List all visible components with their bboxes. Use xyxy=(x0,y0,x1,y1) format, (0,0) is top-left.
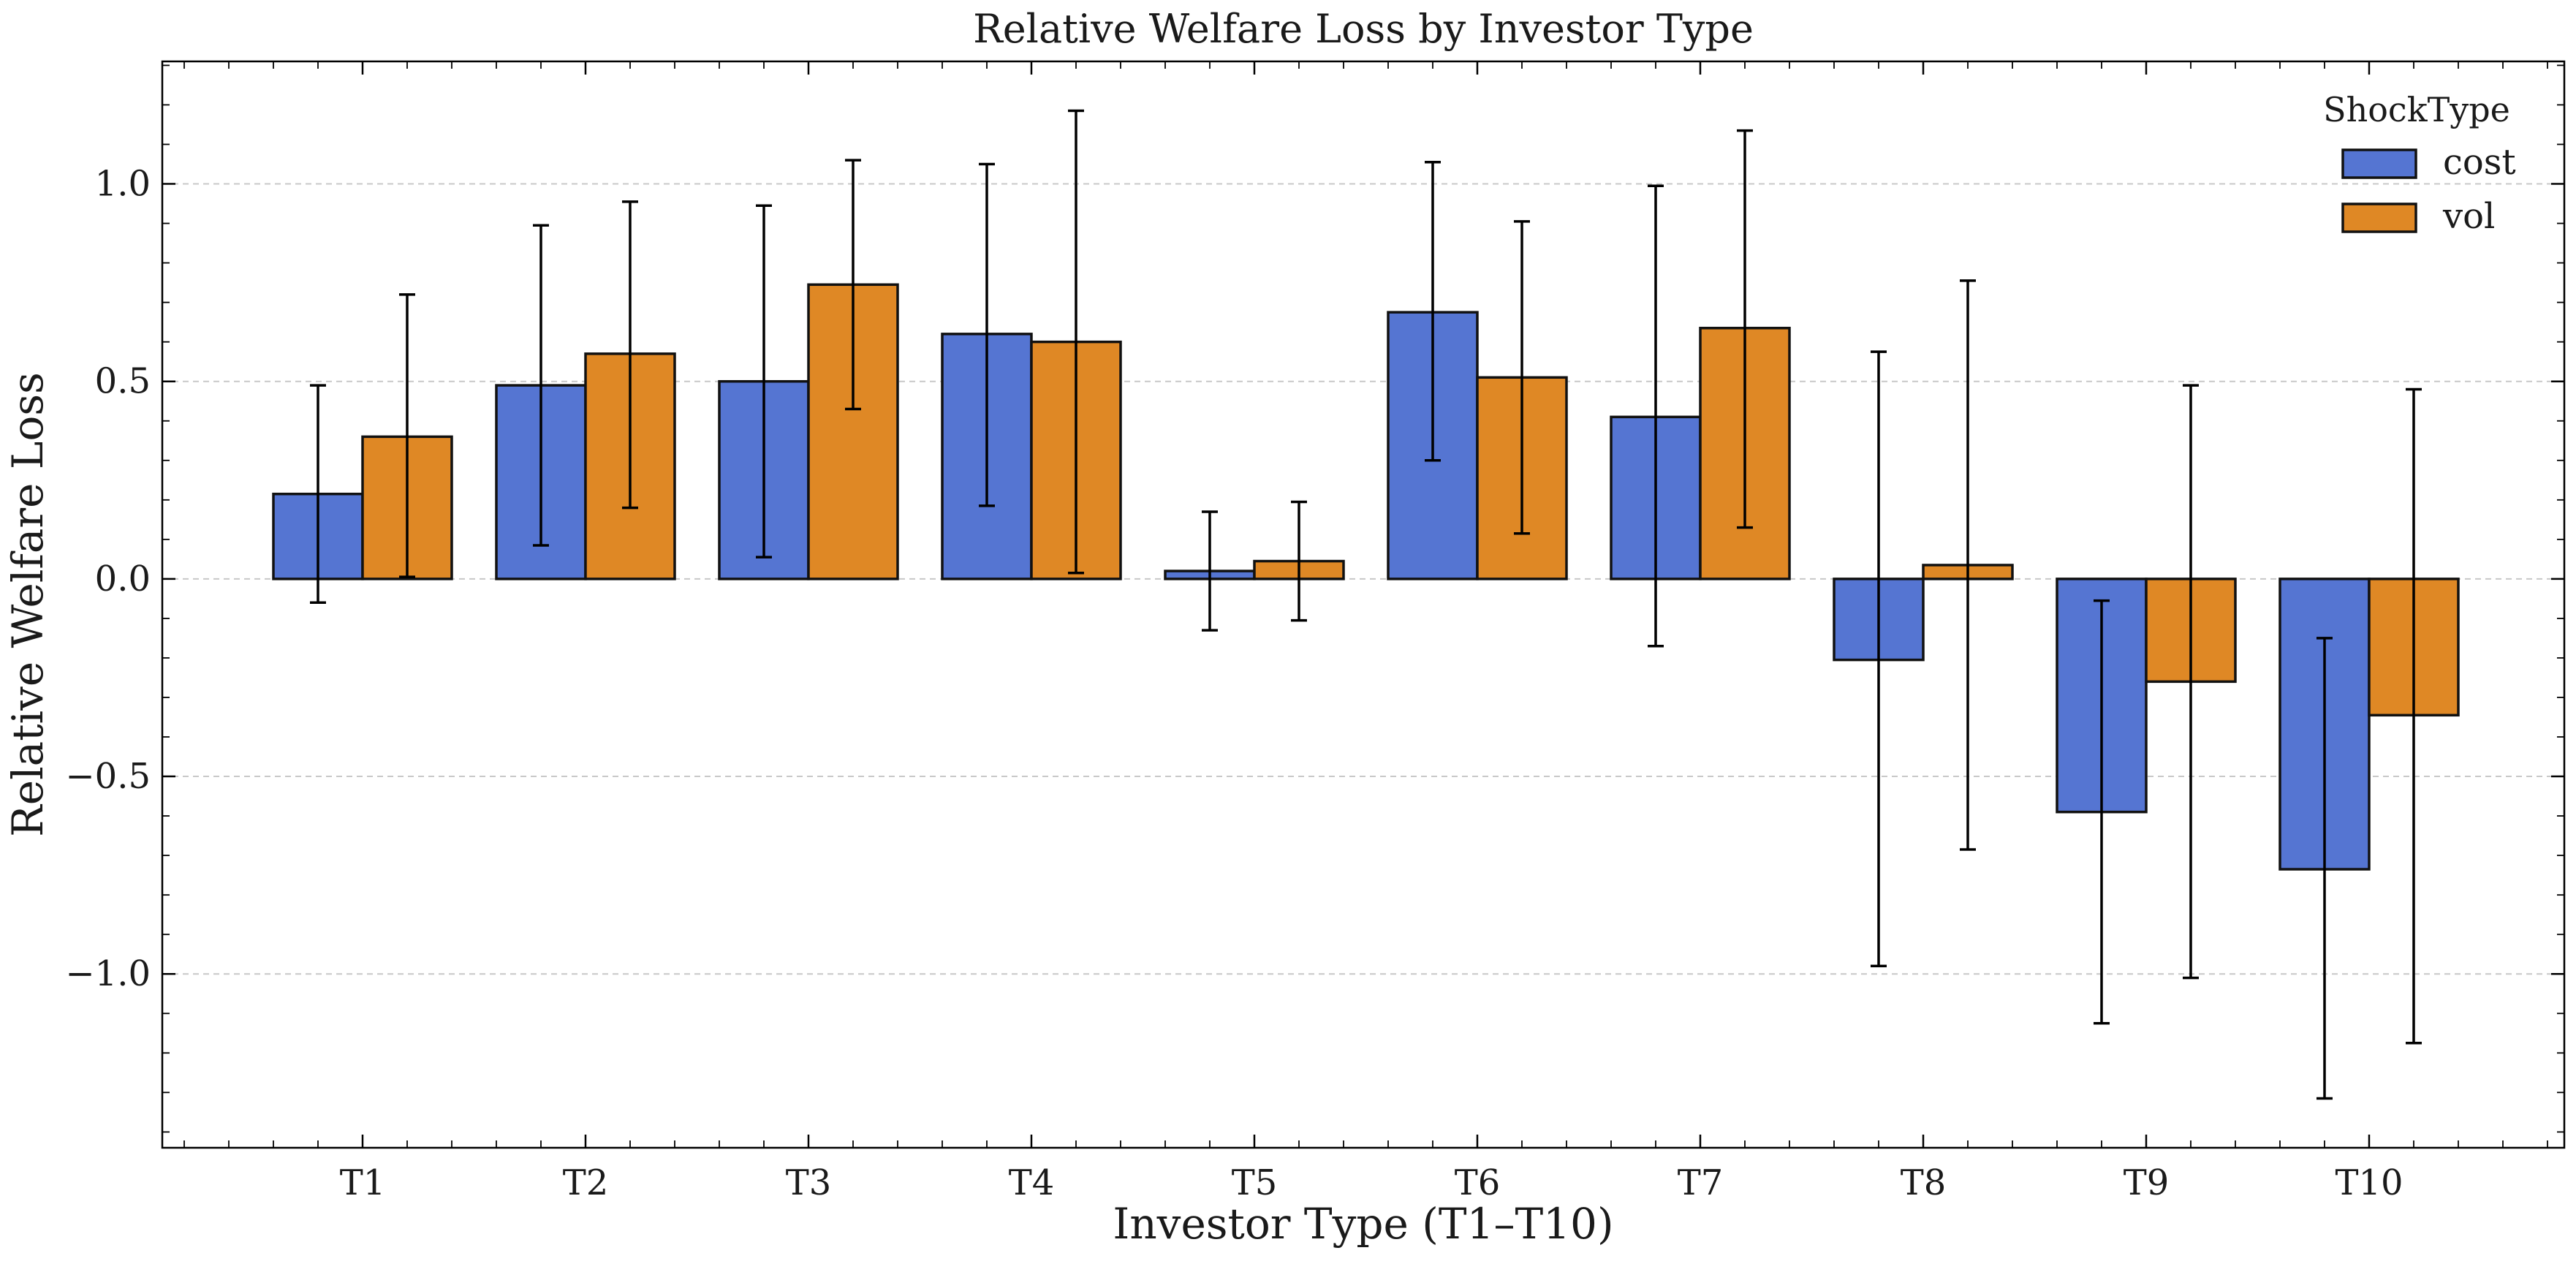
x-axis-label: Investor Type (T1–T10) xyxy=(1113,1199,1613,1249)
x-tick-label-T4: T4 xyxy=(1009,1162,1055,1203)
legend-label-cost: cost xyxy=(2443,142,2516,183)
y-tick-label: 1.0 xyxy=(95,164,151,205)
legend-swatch-cost xyxy=(2341,148,2417,179)
axes: −1.0 −0.5 0.0 0.5 1.0 T1 T2 T3 T4 T5 T6 T7 T8 T9 T10 xyxy=(65,60,2566,1203)
legend-title: ShockType xyxy=(2323,90,2510,129)
y-tick-label: −1.0 xyxy=(65,953,151,994)
x-tick-label-T10: T10 xyxy=(2335,1162,2403,1203)
x-tick-label-T3: T3 xyxy=(786,1162,832,1203)
x-tick-label-T9: T9 xyxy=(2124,1162,2170,1203)
legend-label-vol: vol xyxy=(2442,196,2495,237)
plot-frame xyxy=(161,60,2566,1149)
x-tick-label-T6: T6 xyxy=(1455,1162,1501,1203)
y-tick-label: −0.5 xyxy=(65,756,151,797)
x-tick-label-T2: T2 xyxy=(563,1162,609,1203)
legend-swatch-vol xyxy=(2341,203,2417,233)
x-tick-label-T7: T7 xyxy=(1678,1162,1724,1203)
y-tick-label: 0.0 xyxy=(95,559,151,599)
x-tick-label-T5: T5 xyxy=(1232,1162,1278,1203)
bars xyxy=(272,283,2460,871)
chart-title: Relative Welfare Loss by Investor Type xyxy=(973,6,1754,52)
x-tick-label-T8: T8 xyxy=(1901,1162,1947,1203)
error-bars xyxy=(310,109,2422,1100)
x-tick-label-T1: T1 xyxy=(340,1162,386,1203)
y-tick-label: 0.5 xyxy=(95,361,151,402)
legend: ShockType cost vol xyxy=(2323,90,2516,237)
y-axis-label: Relative Welfare Loss xyxy=(3,372,53,837)
